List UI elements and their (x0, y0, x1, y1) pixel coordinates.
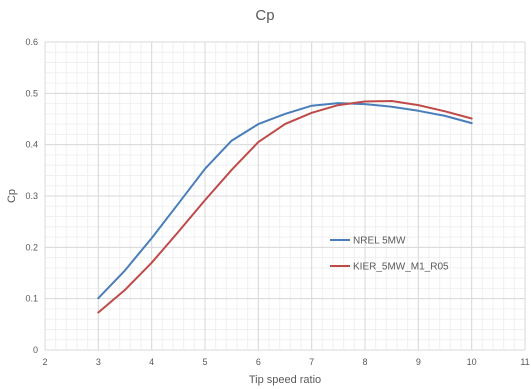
x-axis-label: Tip speed ratio (249, 374, 321, 386)
y-axis-ticks: 0 0.1 0.2 0.3 0.4 0.5 0.6 (25, 37, 38, 355)
y-tick-label: 0.2 (25, 242, 38, 252)
x-axis-ticks: 2 3 4 5 6 7 8 9 10 11 (42, 357, 529, 367)
y-tick-label: 0.5 (25, 88, 38, 98)
x-tick-label: 9 (416, 357, 421, 367)
x-tick-label: 10 (467, 357, 477, 367)
series-lines (97, 100, 473, 314)
y-tick-label: 0 (33, 345, 38, 355)
y-tick-label: 0.4 (25, 140, 38, 150)
x-tick-label: 5 (202, 357, 207, 367)
series-line-2 (97, 100, 473, 314)
legend-label: KIER_5MW_M1_R05 (353, 262, 449, 273)
chart-title: Cp (255, 7, 274, 24)
x-tick-label: 2 (42, 357, 47, 367)
x-tick-label: 6 (256, 357, 261, 367)
y-tick-label: 0.3 (25, 191, 38, 201)
legend: NREL 5MW KIER_5MW_M1_R05 (330, 236, 449, 273)
y-tick-label: 0.1 (25, 294, 38, 304)
y-axis-label: Cp (6, 189, 18, 203)
x-tick-label: 7 (309, 357, 314, 367)
x-tick-label: 8 (362, 357, 367, 367)
series-line-1 (97, 102, 473, 300)
x-tick-label: 4 (149, 357, 154, 367)
legend-label: NREL 5MW (353, 236, 406, 247)
x-tick-label: 11 (520, 357, 529, 367)
y-tick-label: 0.6 (25, 37, 38, 47)
major-gridlines (44, 41, 526, 351)
x-tick-label: 3 (96, 357, 101, 367)
